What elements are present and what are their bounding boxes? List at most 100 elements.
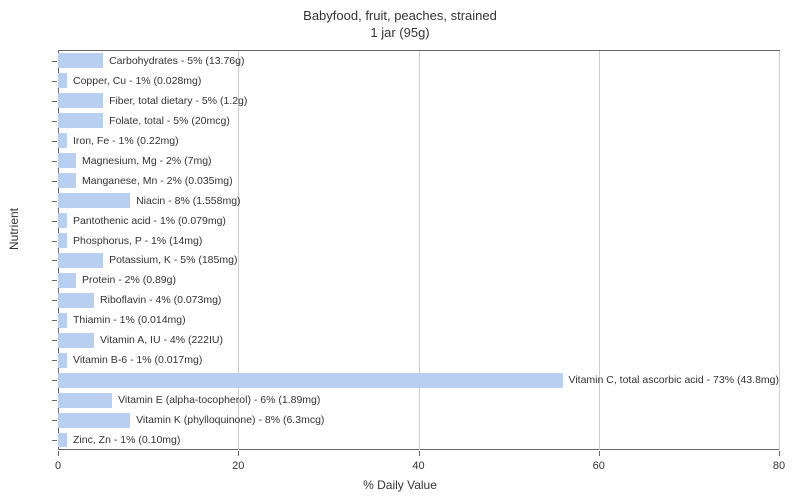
bar-label: Potassium, K - 5% (185mg) <box>103 254 237 266</box>
bar-row: Phosphorus, P - 1% (14mg) <box>58 233 779 248</box>
x-tick <box>599 451 600 456</box>
y-tick <box>52 300 57 301</box>
plot-area: 020406080Carbohydrates - 5% (13.76g)Copp… <box>58 50 780 450</box>
y-tick <box>52 101 57 102</box>
bar-label: Copper, Cu - 1% (0.028mg) <box>67 75 201 87</box>
bar <box>58 113 103 128</box>
bar-label: Riboflavin - 4% (0.073mg) <box>94 294 221 306</box>
bar <box>58 213 67 228</box>
bar <box>58 73 67 88</box>
y-tick <box>52 81 57 82</box>
bar <box>58 133 67 148</box>
bar-label: Carbohydrates - 5% (13.76g) <box>103 55 244 67</box>
bar-row: Potassium, K - 5% (185mg) <box>58 253 779 268</box>
bar <box>58 173 76 188</box>
y-tick <box>52 141 57 142</box>
bar-row: Folate, total - 5% (20mcg) <box>58 113 779 128</box>
bar-label: Magnesium, Mg - 2% (7mg) <box>76 155 212 167</box>
x-tick-label: 40 <box>412 460 424 472</box>
bar-label: Vitamin E (alpha-tocopherol) - 6% (1.89m… <box>112 394 320 406</box>
bar-label: Fiber, total dietary - 5% (1.2g) <box>103 95 247 107</box>
y-tick <box>52 280 57 281</box>
y-tick <box>52 201 57 202</box>
y-tick <box>52 241 57 242</box>
bar <box>58 153 76 168</box>
bar-label: Vitamin B-6 - 1% (0.017mg) <box>67 354 202 366</box>
x-tick <box>419 451 420 456</box>
title-line1: Babyfood, fruit, peaches, strained <box>303 8 497 23</box>
bar-row: Zinc, Zn - 1% (0.10mg) <box>58 433 779 448</box>
bar-row: Vitamin A, IU - 4% (222IU) <box>58 333 779 348</box>
bar <box>58 253 103 268</box>
bar-row: Fiber, total dietary - 5% (1.2g) <box>58 93 779 108</box>
bar <box>58 193 130 208</box>
y-tick <box>52 181 57 182</box>
bar <box>58 93 103 108</box>
gridline <box>238 51 239 450</box>
title-line2: 1 jar (95g) <box>370 25 429 40</box>
x-tick <box>238 451 239 456</box>
bar <box>58 333 94 348</box>
bar-label: Phosphorus, P - 1% (14mg) <box>67 235 202 247</box>
bar-row: Vitamin K (phylloquinone) - 8% (6.3mcg) <box>58 413 779 428</box>
bar-row: Riboflavin - 4% (0.073mg) <box>58 293 779 308</box>
y-tick <box>52 420 57 421</box>
bar-label: Niacin - 8% (1.558mg) <box>130 195 240 207</box>
bar-label: Protein - 2% (0.89g) <box>76 274 176 286</box>
bar-label: Thiamin - 1% (0.014mg) <box>67 314 186 326</box>
y-tick <box>52 161 57 162</box>
chart-title: Babyfood, fruit, peaches, strained 1 jar… <box>0 0 800 42</box>
y-tick <box>52 400 57 401</box>
y-tick <box>52 360 57 361</box>
bar-row: Pantothenic acid - 1% (0.079mg) <box>58 213 779 228</box>
x-tick-label: 80 <box>773 460 785 472</box>
gridline <box>419 51 420 450</box>
bar-label: Zinc, Zn - 1% (0.10mg) <box>67 434 180 446</box>
bar-label: Iron, Fe - 1% (0.22mg) <box>67 135 179 147</box>
bar-label: Folate, total - 5% (20mcg) <box>103 115 230 127</box>
x-tick-label: 0 <box>55 460 61 472</box>
bar-label: Vitamin C, total ascorbic acid - 73% (43… <box>563 374 779 386</box>
gridline <box>779 51 780 450</box>
bar-label: Vitamin A, IU - 4% (222IU) <box>94 334 223 346</box>
bar-row: Vitamin B-6 - 1% (0.017mg) <box>58 353 779 368</box>
bar-label: Manganese, Mn - 2% (0.035mg) <box>76 175 233 187</box>
y-tick <box>52 380 57 381</box>
bar-row: Niacin - 8% (1.558mg) <box>58 193 779 208</box>
x-tick <box>58 451 59 456</box>
bar-row: Vitamin C, total ascorbic acid - 73% (43… <box>58 373 779 388</box>
bar <box>58 393 112 408</box>
y-axis-line <box>58 51 59 450</box>
bar <box>58 313 67 328</box>
bar-row: Copper, Cu - 1% (0.028mg) <box>58 73 779 88</box>
x-tick <box>779 451 780 456</box>
bar-label: Pantothenic acid - 1% (0.079mg) <box>67 215 226 227</box>
bar-row: Vitamin E (alpha-tocopherol) - 6% (1.89m… <box>58 393 779 408</box>
nutrient-chart: Babyfood, fruit, peaches, strained 1 jar… <box>0 0 800 500</box>
bar-label: Vitamin K (phylloquinone) - 8% (6.3mcg) <box>130 414 324 426</box>
y-tick <box>52 320 57 321</box>
y-tick <box>52 440 57 441</box>
gridline <box>599 51 600 450</box>
bar <box>58 433 67 448</box>
bar-row: Manganese, Mn - 2% (0.035mg) <box>58 173 779 188</box>
bar <box>58 373 563 388</box>
y-tick <box>52 260 57 261</box>
bar-row: Thiamin - 1% (0.014mg) <box>58 313 779 328</box>
bar <box>58 413 130 428</box>
x-tick-label: 60 <box>593 460 605 472</box>
y-tick <box>52 340 57 341</box>
bar <box>58 233 67 248</box>
bar-row: Iron, Fe - 1% (0.22mg) <box>58 133 779 148</box>
bar <box>58 353 67 368</box>
x-axis-title: % Daily Value <box>0 478 800 492</box>
y-tick <box>52 221 57 222</box>
y-tick <box>52 121 57 122</box>
bar-row: Magnesium, Mg - 2% (7mg) <box>58 153 779 168</box>
bar <box>58 293 94 308</box>
bar <box>58 273 76 288</box>
y-tick <box>52 61 57 62</box>
bar <box>58 53 103 68</box>
bar-row: Protein - 2% (0.89g) <box>58 273 779 288</box>
y-axis-title: Nutrient <box>7 208 21 250</box>
